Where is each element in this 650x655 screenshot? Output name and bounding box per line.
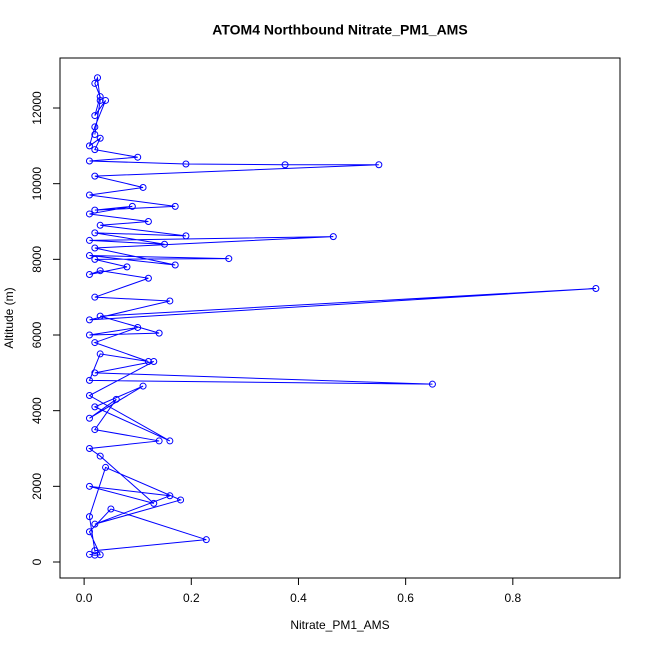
data-point	[91, 255, 99, 263]
data-point	[139, 183, 147, 191]
x-tick-label: 0.8	[504, 591, 521, 605]
y-tick-label: 8000	[30, 246, 44, 273]
data-point	[281, 161, 289, 169]
data-point	[112, 395, 120, 403]
data-point	[96, 350, 104, 358]
data-point	[128, 202, 136, 210]
data-point	[91, 130, 99, 138]
data-point	[85, 210, 93, 218]
data-point	[182, 232, 190, 240]
data-point	[85, 482, 93, 490]
data-point	[166, 297, 174, 305]
data-point	[85, 316, 93, 324]
data-point	[123, 263, 131, 271]
data-point	[155, 437, 163, 445]
data-point	[91, 172, 99, 180]
data-point	[85, 414, 93, 422]
data-point	[85, 392, 93, 400]
data-point	[91, 403, 99, 411]
data-point	[155, 329, 163, 337]
data-point	[91, 206, 99, 214]
data-point	[160, 240, 168, 248]
data-point	[91, 229, 99, 237]
data-point	[85, 528, 93, 536]
data-point	[96, 93, 104, 101]
x-tick-label: 0.4	[290, 591, 307, 605]
data-point	[94, 74, 102, 82]
x-tick-label: 0.0	[76, 591, 93, 605]
data-point	[91, 79, 99, 87]
chart-title: ATOM4 Northbound Nitrate_PM1_AMS	[212, 22, 467, 38]
data-point	[85, 191, 93, 199]
y-axis-label: Altitude (m)	[2, 287, 16, 348]
data-point	[85, 550, 93, 558]
y-tick-label: 4000	[30, 397, 44, 424]
x-axis-label: Nitrate_PM1_AMS	[290, 618, 389, 632]
data-point	[85, 331, 93, 339]
data-point	[91, 112, 99, 120]
data-point	[96, 96, 104, 104]
y-tick-label: 12000	[30, 91, 44, 125]
data-point	[85, 142, 93, 150]
y-tick-label: 6000	[30, 321, 44, 348]
data-point	[91, 146, 99, 154]
data-point	[107, 505, 115, 513]
data-point	[96, 221, 104, 229]
data-point	[91, 244, 99, 252]
data-point	[102, 463, 110, 471]
data-point	[91, 123, 99, 131]
data-point	[91, 369, 99, 377]
data-point	[329, 233, 337, 241]
data-point	[375, 161, 383, 169]
data-point	[85, 157, 93, 165]
data-point	[134, 323, 142, 331]
data-point	[202, 536, 210, 544]
data-point	[91, 426, 99, 434]
data-point	[428, 380, 436, 388]
data-point	[85, 376, 93, 384]
plot-frame	[59, 57, 621, 579]
data-point	[150, 357, 158, 365]
data-point	[134, 153, 142, 161]
data-point	[91, 293, 99, 301]
data-point	[91, 547, 99, 555]
data-line	[88, 75, 596, 556]
data-point	[182, 160, 190, 168]
data-point	[96, 551, 104, 559]
data-point	[96, 312, 104, 320]
x-tick-label: 0.2	[183, 591, 200, 605]
data-point	[85, 252, 93, 260]
data-point	[171, 261, 179, 269]
data-point	[91, 551, 99, 559]
y-tick-label: 0	[30, 558, 44, 565]
x-tick-label: 0.6	[397, 591, 414, 605]
data-point	[144, 274, 152, 282]
data-point	[85, 513, 93, 521]
data-point	[144, 357, 152, 365]
data-point	[102, 96, 110, 104]
data-point	[91, 339, 99, 347]
data-point	[225, 255, 233, 263]
data-point	[85, 270, 93, 278]
data-point	[85, 236, 93, 244]
data-point	[91, 520, 99, 528]
data-point	[96, 267, 104, 275]
data-point	[139, 382, 147, 390]
data-point	[85, 445, 93, 453]
data-point	[150, 499, 158, 507]
data-point	[177, 496, 185, 504]
data-point	[171, 202, 179, 210]
data-point	[592, 284, 600, 292]
data-point	[96, 452, 104, 460]
data-point	[96, 134, 104, 142]
data-point	[166, 492, 174, 500]
y-tick-label: 2000	[30, 473, 44, 500]
data-point	[144, 218, 152, 226]
y-tick-label: 10000	[30, 167, 44, 201]
data-point	[166, 437, 174, 445]
